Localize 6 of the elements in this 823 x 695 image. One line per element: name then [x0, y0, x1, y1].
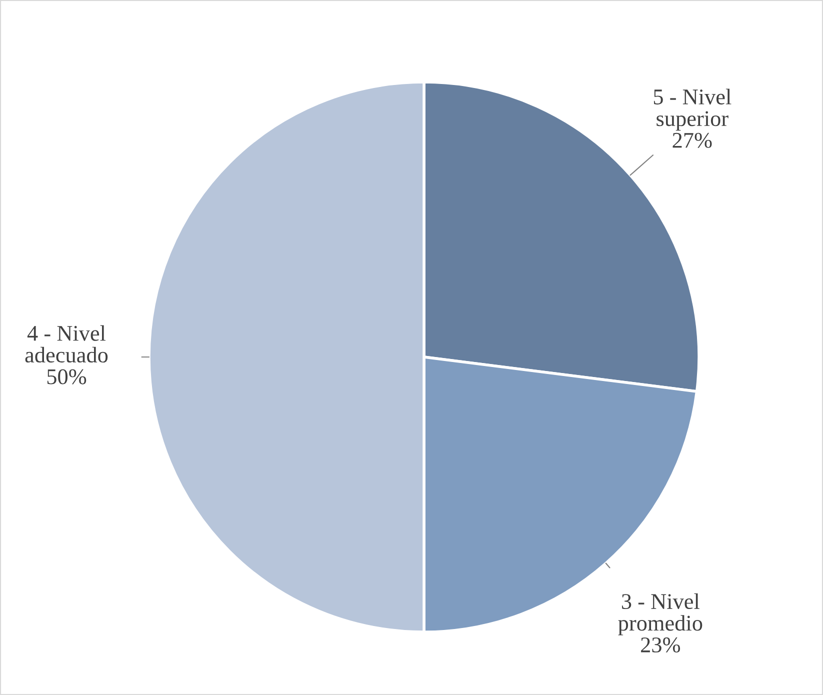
data-label: 23% — [641, 637, 680, 652]
data-label: 27% — [672, 132, 712, 148]
slice-label: 4 - Nivel adecuado — [25, 325, 108, 363]
slice-label: 3 - Nivel promedio — [618, 593, 702, 636]
data-label: 50% — [47, 369, 86, 384]
slice-label: 5 - Nivel superior — [654, 88, 732, 131]
